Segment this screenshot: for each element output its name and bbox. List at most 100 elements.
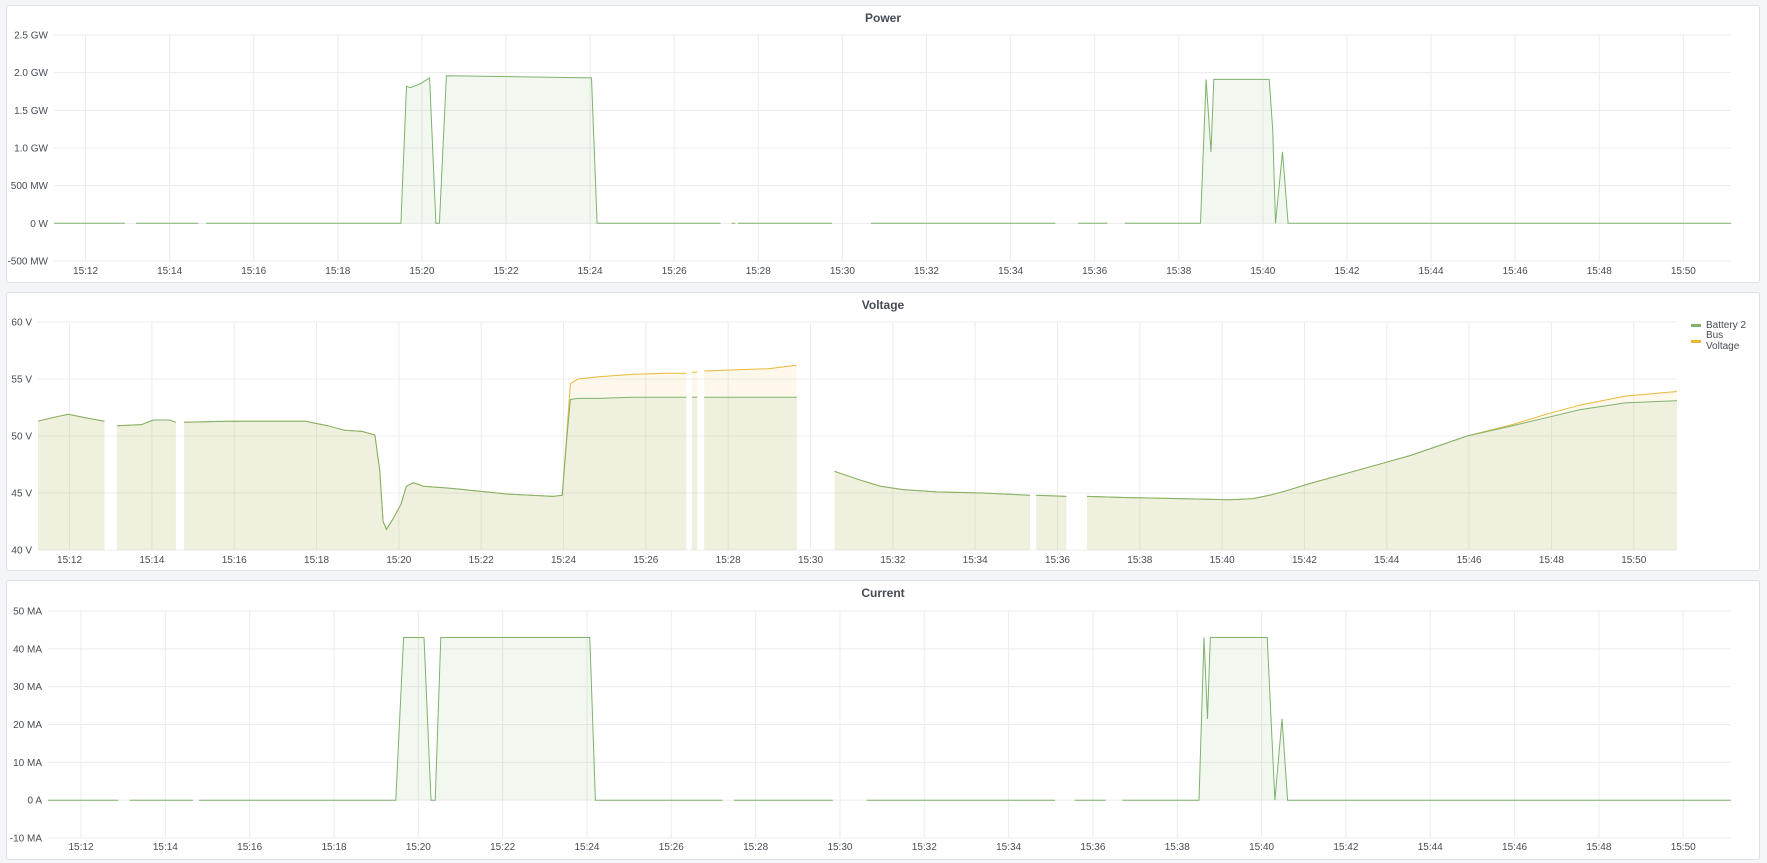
y-tick-label: 0 A xyxy=(28,796,43,807)
y-tick-label: 50 MA xyxy=(13,607,42,618)
series-area xyxy=(1124,79,1731,224)
series-area xyxy=(691,372,698,550)
series-line xyxy=(206,75,721,224)
x-tick-label: 15:22 xyxy=(490,842,515,853)
y-tick-label: 2.5 GW xyxy=(14,31,48,42)
x-tick-label: 15:32 xyxy=(912,842,937,853)
x-tick-label: 15:50 xyxy=(1671,266,1696,277)
series-area xyxy=(1087,400,1677,550)
x-tick-label: 15:40 xyxy=(1210,555,1235,566)
x-tick-label: 15:24 xyxy=(551,555,576,566)
x-tick-label: 15:42 xyxy=(1334,266,1359,277)
x-tick-label: 15:42 xyxy=(1292,555,1317,566)
x-tick-label: 15:32 xyxy=(880,555,905,566)
x-tick-label: 15:18 xyxy=(321,842,346,853)
x-tick-label: 15:38 xyxy=(1165,842,1190,853)
power-panel: Power 2.5 GW 2.0 GW 1.5 GW 1.0 GW 500 MW 0 W -… xyxy=(6,5,1760,283)
series-area xyxy=(116,420,176,550)
series-line xyxy=(37,413,105,422)
y-tick-label: 60 V xyxy=(11,318,32,329)
x-tick-label: 15:18 xyxy=(304,555,329,566)
series-line xyxy=(184,396,687,531)
series-line xyxy=(116,419,177,427)
x-tick-label: 15:34 xyxy=(998,266,1023,277)
y-tick-label: 500 MW xyxy=(11,181,49,192)
series-area xyxy=(38,414,105,550)
panel-title[interactable]: Current xyxy=(861,586,905,600)
x-tick-label: 15:26 xyxy=(633,555,658,566)
panel-title[interactable]: Power xyxy=(864,11,901,25)
y-tick-label: 10 MA xyxy=(13,758,42,769)
x-tick-label: 15:44 xyxy=(1419,266,1444,277)
y-tick-label: 0 W xyxy=(30,219,48,230)
y-tick-label: 55 V xyxy=(11,375,32,386)
x-tick-label: 15:40 xyxy=(1250,266,1275,277)
x-tick-label: 15:18 xyxy=(325,266,350,277)
x-tick-label: 15:24 xyxy=(578,266,603,277)
x-tick-label: 15:24 xyxy=(574,842,599,853)
x-tick-label: 15:48 xyxy=(1539,555,1564,566)
x-tick-label: 15:46 xyxy=(1457,555,1482,566)
x-tick-label: 15:44 xyxy=(1374,555,1399,566)
x-tick-label: 15:38 xyxy=(1127,555,1152,566)
series-area xyxy=(704,397,797,550)
series-area xyxy=(704,365,797,550)
current-chart: 50 MA 40 MA 30 MA 20 MA 10 MA 0 A -10 MA 15:12 1… xyxy=(10,607,1731,853)
legend: Battery 2 Bus Voltage xyxy=(1691,317,1759,352)
x-tick-label: 15:30 xyxy=(798,555,823,566)
voltage-panel: Voltage 60 V 55 V 50 V 45 V 40 V 15:12 15:14 15… xyxy=(6,292,1760,571)
y-tick-label: 40 MA xyxy=(13,644,42,655)
x-tick-label: 15:34 xyxy=(996,842,1021,853)
x-tick-label: 15:30 xyxy=(830,266,855,277)
series-line xyxy=(1122,637,1731,801)
y-tick-label: -10 MA xyxy=(10,834,43,845)
series-area xyxy=(834,471,1030,550)
legend-item-bus-voltage[interactable]: Bus Voltage xyxy=(1691,330,1759,352)
x-tick-label: 15:44 xyxy=(1418,842,1443,853)
series-area xyxy=(834,471,1030,550)
y-tick-label: 1.5 GW xyxy=(14,106,48,117)
x-tick-label: 15:48 xyxy=(1586,842,1611,853)
x-tick-label: 15:34 xyxy=(963,555,988,566)
y-tick-label: 30 MA xyxy=(13,682,42,693)
x-tick-label: 15:14 xyxy=(157,266,182,277)
series-area xyxy=(184,397,687,550)
x-tick-label: 15:36 xyxy=(1080,842,1105,853)
x-tick-label: 15:30 xyxy=(827,842,852,853)
x-tick-label: 15:46 xyxy=(1503,266,1528,277)
series-area xyxy=(184,373,687,550)
x-tick-label: 15:12 xyxy=(73,266,98,277)
series-color-swatch xyxy=(1691,323,1701,327)
series-color-swatch xyxy=(1691,339,1701,343)
voltage-chart: 60 V 55 V 50 V 45 V 40 V 15:12 15:14 15:16 15:18… xyxy=(11,318,1678,566)
x-tick-label: 15:28 xyxy=(743,842,768,853)
x-tick-label: 15:40 xyxy=(1249,842,1274,853)
series-line xyxy=(704,364,797,372)
y-tick-label: 1.0 GW xyxy=(14,144,48,155)
series-area xyxy=(38,414,105,550)
y-tick-label: 40 V xyxy=(11,546,32,557)
legend-label: Bus Voltage xyxy=(1705,330,1740,352)
x-tick-label: 15:22 xyxy=(493,266,518,277)
x-tick-label: 15:14 xyxy=(139,555,164,566)
x-tick-label: 15:36 xyxy=(1082,266,1107,277)
x-tick-label: 15:46 xyxy=(1502,842,1527,853)
x-tick-label: 15:20 xyxy=(409,266,434,277)
x-tick-label: 15:26 xyxy=(662,266,687,277)
x-tick-label: 15:20 xyxy=(406,842,431,853)
x-tick-label: 15:14 xyxy=(153,842,178,853)
x-tick-label: 15:28 xyxy=(746,266,771,277)
x-tick-label: 15:16 xyxy=(241,266,266,277)
x-tick-label: 15:12 xyxy=(57,555,82,566)
series-line xyxy=(834,470,1031,496)
power-chart: 2.5 GW 2.0 GW 1.5 GW 1.0 GW 500 MW 0 W -500 MW… xyxy=(7,31,1731,277)
x-tick-label: 15:38 xyxy=(1166,266,1191,277)
x-tick-label: 15:16 xyxy=(222,555,247,566)
current-panel: Current 50 MA 40 MA 30 MA 20 MA 10 MA 0 A -10 … xyxy=(6,580,1760,860)
x-tick-label: 15:32 xyxy=(914,266,939,277)
y-tick-label: 20 MA xyxy=(13,720,42,731)
legend-item-battery-2[interactable]: Battery 2 xyxy=(1691,317,1759,333)
panel-title[interactable]: Voltage xyxy=(861,298,905,312)
x-tick-label: 15:48 xyxy=(1587,266,1612,277)
series-line xyxy=(1086,400,1678,501)
